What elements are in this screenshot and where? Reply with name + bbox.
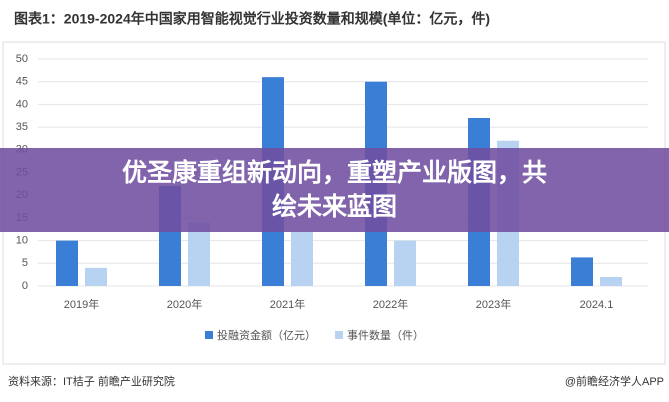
- credit: @前瞻经济学人APP: [565, 374, 664, 388]
- bar: [571, 257, 593, 286]
- x-tick-label: 2024.1: [580, 299, 614, 311]
- bar: [600, 276, 622, 286]
- bar: [188, 222, 210, 286]
- legend-swatch: [335, 331, 343, 339]
- banner-line: 优圣康重组新动向，重塑产业版图，共: [121, 159, 547, 187]
- y-tick-label: 35: [16, 121, 28, 133]
- x-tick-label: 2023年: [476, 297, 511, 311]
- x-tick-label: 2022年: [373, 297, 408, 311]
- y-tick-label: 0: [22, 280, 28, 292]
- x-tick-label: 2020年: [167, 297, 202, 311]
- banner: 优圣康重组新动向，重塑产业版图，共 绘未来蓝图: [0, 148, 669, 232]
- x-tick-label: 2021年: [270, 297, 305, 311]
- bar: [85, 267, 107, 286]
- legend-label: 事件数量（件）: [347, 329, 424, 342]
- y-tick-label: 50: [16, 53, 28, 65]
- y-tick-label: 40: [16, 98, 28, 110]
- legend-swatch: [205, 331, 213, 339]
- y-tick-label: 5: [22, 257, 28, 269]
- bar: [56, 240, 78, 286]
- chart-title: 图表1：2019-2024年中国家用智能视觉行业投资数量和规模(单位：亿元，件): [14, 11, 490, 27]
- bar: [394, 240, 416, 286]
- x-tick-label: 2019年: [64, 297, 99, 311]
- source: 资料来源：IT桔子 前瞻产业研究院: [8, 374, 175, 388]
- y-tick-label: 45: [16, 76, 28, 88]
- bar: [291, 231, 313, 286]
- y-tick-label: 10: [16, 235, 28, 247]
- banner-line: 绘未来蓝图: [271, 193, 397, 221]
- legend-label: 投融资金额（亿元）: [217, 328, 316, 342]
